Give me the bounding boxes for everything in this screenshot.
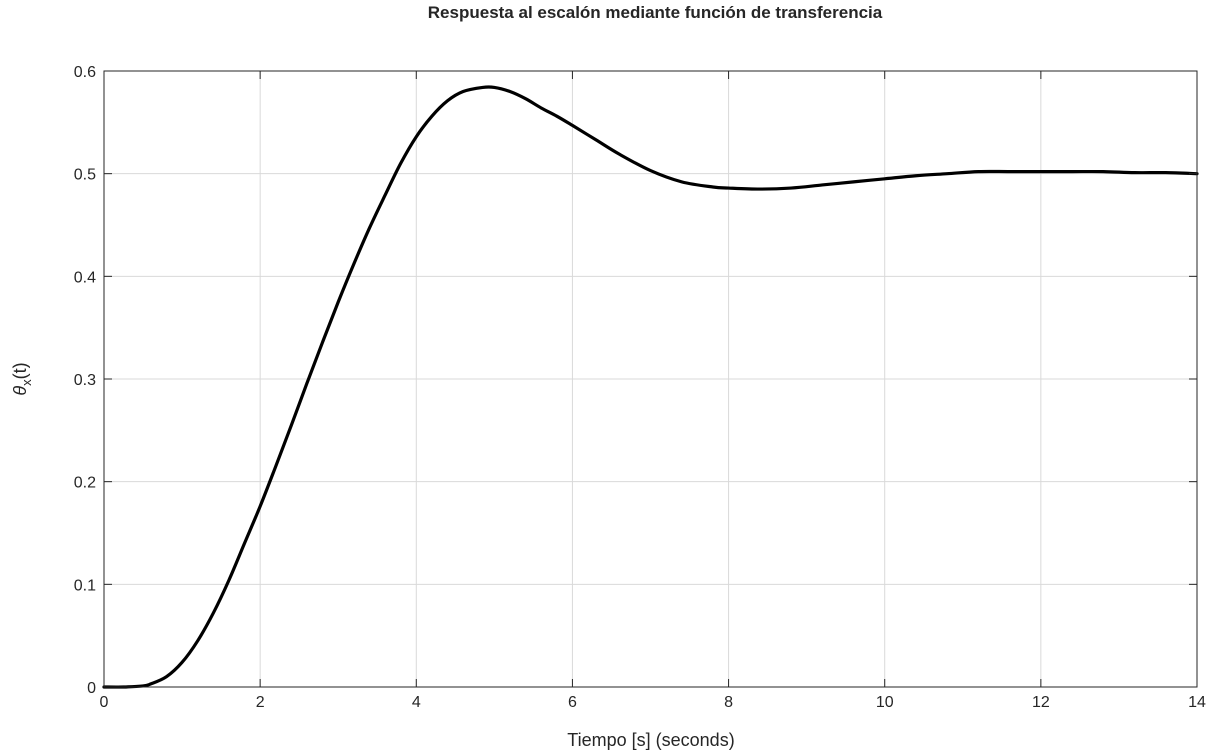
x-axis-label: Tiempo [s] (seconds)	[567, 730, 734, 750]
x-tick-label: 6	[568, 694, 577, 711]
y-tick-label: 0.5	[74, 167, 96, 184]
y-tick-label: 0.2	[74, 475, 96, 492]
x-tick-label: 14	[1188, 694, 1206, 711]
y-tick-label: 0.1	[74, 577, 96, 594]
x-tick-label: 10	[876, 694, 894, 711]
x-tick-label: 4	[412, 694, 421, 711]
y-axis-label: θx(t)	[10, 362, 34, 395]
y-tick-label: 0.3	[74, 372, 96, 389]
x-tick-label: 12	[1032, 694, 1050, 711]
y-axis-label-subscript: x	[19, 379, 34, 386]
axis-ticks: 0 2 4 6 8 10 12 14 0 0.1 0.2 0.3 0.4 0.5 0.6	[74, 64, 1206, 711]
y-axis-label-symbol: θ	[10, 386, 30, 396]
y-axis-label-suffix: (t)	[10, 362, 30, 379]
x-tick-label: 8	[724, 694, 733, 711]
grid	[104, 71, 1197, 687]
step-response-line	[102, 85, 1199, 689]
x-tick-label: 0	[100, 694, 109, 711]
y-tick-label: 0.6	[74, 64, 96, 81]
plot-area	[102, 85, 1199, 689]
chart-title: Respuesta al escalón mediante función de…	[428, 3, 883, 22]
y-tick-label: 0	[87, 680, 96, 697]
x-tick-label: 2	[256, 694, 265, 711]
y-tick-label: 0.4	[74, 269, 96, 286]
